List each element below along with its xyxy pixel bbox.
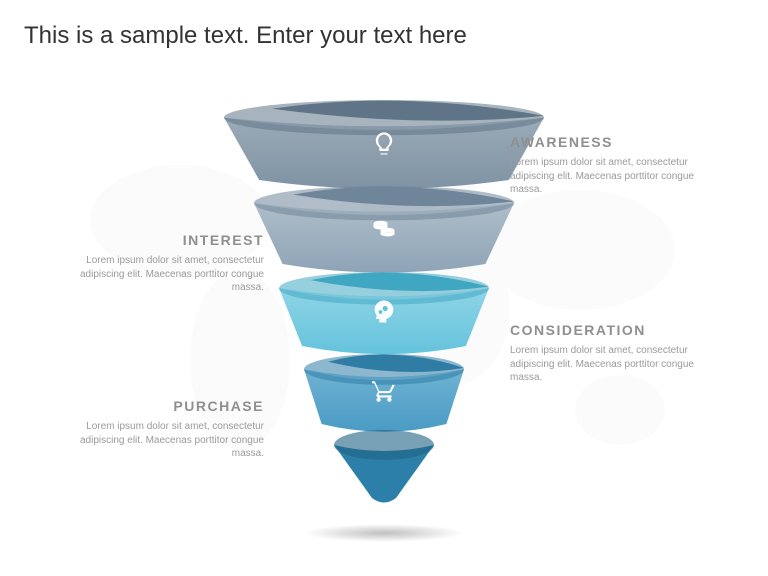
label-title-consideration: CONSIDERATION <box>510 322 710 338</box>
funnel-band-interest <box>254 186 514 281</box>
coins-icon <box>370 214 398 242</box>
label-desc-purchase: Lorem ipsum dolor sit amet, consectetur … <box>64 420 264 461</box>
label-awareness: AWARENESS Lorem ipsum dolor sit amet, con… <box>510 134 710 197</box>
spiral-funnel <box>214 100 554 520</box>
funnel-band-consideration <box>279 272 489 362</box>
label-desc-interest: Lorem ipsum dolor sit amet, consectetur … <box>64 254 264 295</box>
label-purchase: PURCHASE Lorem ipsum dolor sit amet, cons… <box>64 398 264 461</box>
page-title: This is a sample text. Enter your text h… <box>24 22 467 50</box>
cart-icon <box>371 378 397 404</box>
label-desc-awareness: Lorem ipsum dolor sit amet, consectetur … <box>510 156 710 197</box>
funnel-band-purchase <box>304 354 464 439</box>
label-consideration: CONSIDERATION Lorem ipsum dolor sit amet,… <box>510 322 710 385</box>
label-desc-consideration: Lorem ipsum dolor sit amet, consectetur … <box>510 344 710 385</box>
funnel-tip <box>334 430 434 513</box>
label-title-awareness: AWARENESS <box>510 134 710 150</box>
funnel-band-awareness <box>224 100 544 198</box>
label-title-purchase: PURCHASE <box>64 398 264 414</box>
lightbulb-icon <box>370 130 398 158</box>
head-gears-icon <box>370 298 398 326</box>
label-interest: INTEREST Lorem ipsum dolor sit amet, cons… <box>64 232 264 295</box>
funnel-shadow <box>304 524 464 542</box>
label-title-interest: INTEREST <box>64 232 264 248</box>
